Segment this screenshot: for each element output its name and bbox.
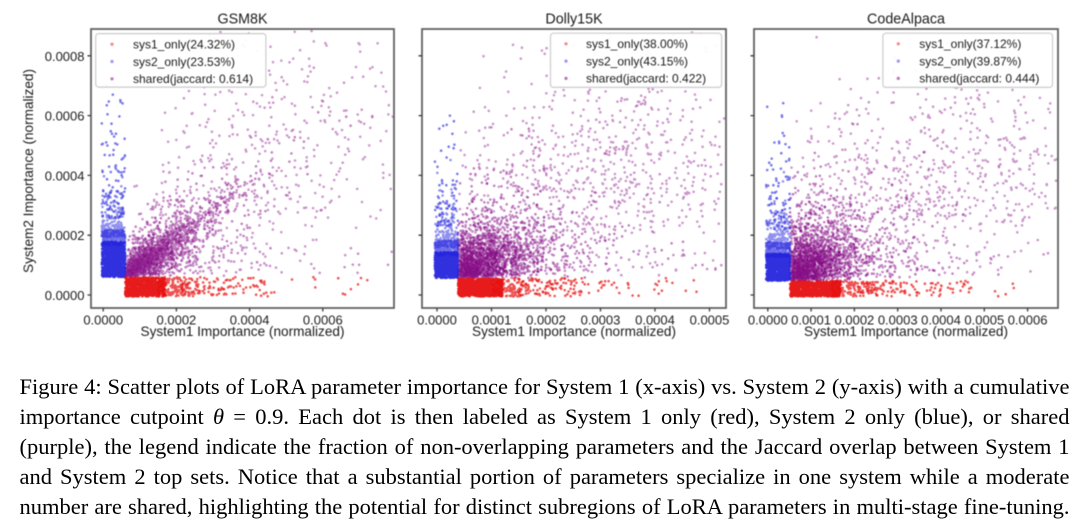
svg-text:sys1_only(38.00%): sys1_only(38.00%) <box>586 37 688 51</box>
svg-text:System1 Importance (normalized: System1 Importance (normalized) <box>141 324 345 339</box>
svg-text:sys2_only(23.53%): sys2_only(23.53%) <box>133 55 235 69</box>
svg-text:0.0006: 0.0006 <box>1008 313 1048 328</box>
svg-text:System1 Importance (normalized: System1 Importance (normalized) <box>804 324 1008 339</box>
svg-text:0.0002: 0.0002 <box>835 313 875 328</box>
svg-text:sys1_only(24.32%): sys1_only(24.32%) <box>133 38 235 52</box>
svg-text:0.0004: 0.0004 <box>921 313 961 328</box>
svg-text:0.0005: 0.0005 <box>964 313 1004 328</box>
svg-text:0.0005: 0.0005 <box>690 313 730 328</box>
svg-text:0.0003: 0.0003 <box>878 313 918 328</box>
svg-text:0.0000: 0.0000 <box>83 313 123 328</box>
svg-text:sys2_only(43.15%): sys2_only(43.15%) <box>586 54 688 68</box>
svg-text:Dolly15K: Dolly15K <box>545 12 603 28</box>
svg-text:0.0001: 0.0001 <box>791 313 831 328</box>
svg-text:sys1_only(37.12%): sys1_only(37.12%) <box>919 37 1021 51</box>
svg-text:0.0006: 0.0006 <box>45 109 85 124</box>
svg-text:0.0004: 0.0004 <box>230 313 270 328</box>
svg-text:0.0008: 0.0008 <box>45 49 85 64</box>
svg-text:0.0000: 0.0000 <box>45 288 85 303</box>
svg-text:0.0000: 0.0000 <box>417 313 457 328</box>
svg-text:0.0004: 0.0004 <box>635 313 675 328</box>
svg-text:0.0002: 0.0002 <box>157 313 197 328</box>
svg-text:0.0002: 0.0002 <box>526 313 566 328</box>
svg-text:0.0000: 0.0000 <box>748 313 788 328</box>
svg-text:0.0002: 0.0002 <box>45 228 85 243</box>
svg-text:System2 Importance (normalized: System2 Importance (normalized) <box>21 69 36 273</box>
svg-text:GSM8K: GSM8K <box>217 12 268 28</box>
svg-text:CodeAlpaca: CodeAlpaca <box>867 12 945 28</box>
svg-text:shared(jaccard: 0.444): shared(jaccard: 0.444) <box>919 72 1039 86</box>
svg-text:shared(jaccard: 0.614): shared(jaccard: 0.614) <box>133 72 253 86</box>
svg-text:0.0001: 0.0001 <box>472 313 512 328</box>
svg-text:0.0004: 0.0004 <box>45 168 85 183</box>
svg-text:shared(jaccard: 0.422): shared(jaccard: 0.422) <box>586 72 706 86</box>
svg-text:System1 Importance (normalized: System1 Importance (normalized) <box>472 324 676 339</box>
svg-text:0.0006: 0.0006 <box>303 313 343 328</box>
svg-text:0.0003: 0.0003 <box>581 313 621 328</box>
svg-text:sys2_only(39.87%): sys2_only(39.87%) <box>919 54 1021 68</box>
